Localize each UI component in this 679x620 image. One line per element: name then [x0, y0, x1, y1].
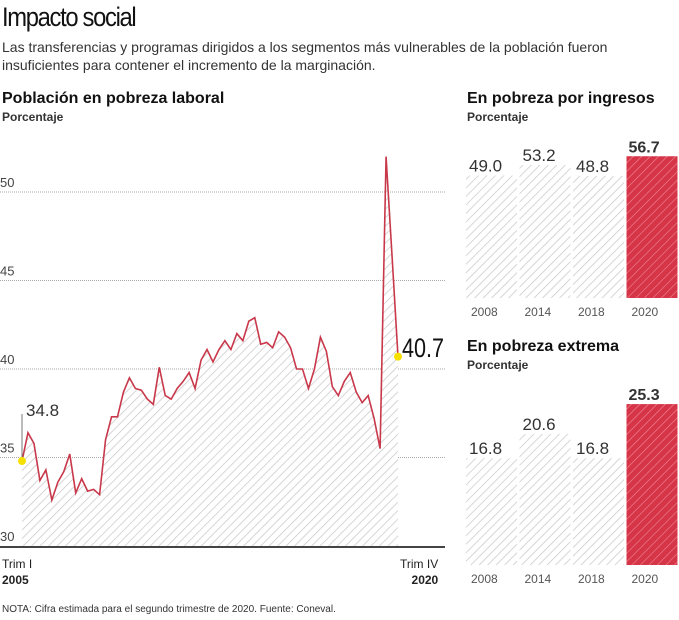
bar-2018: [573, 458, 624, 565]
line-area-fill: [22, 156, 398, 546]
bar-2014: [519, 433, 571, 565]
footnote: NOTA: Cifra estimada para el segundo tri…: [2, 604, 336, 615]
bar-chart-2-ylabel: Porcentaje: [467, 358, 529, 372]
bar-value-label: 49.0: [469, 157, 502, 176]
x-tick-label: 2020: [632, 572, 659, 586]
bar-value-label: 16.8: [469, 439, 502, 458]
x-tick-label: 2020: [632, 305, 659, 319]
x-tick-label: 2014: [525, 305, 552, 319]
series-line: [21, 156, 399, 504]
bar-2020: [626, 156, 678, 298]
y-tick-label: 50: [0, 175, 14, 190]
bar-chart-1-title: En pobreza por ingresos: [467, 90, 655, 107]
bar-chart-2-title: En pobreza extrema: [467, 338, 620, 355]
bar-value-label: 20.6: [523, 415, 556, 434]
bar-value-label: 16.8: [576, 439, 609, 458]
x-tick-label: 2018: [578, 305, 605, 319]
line-chart-ylabel: Porcentaje: [2, 110, 64, 124]
page-title: Impacto social: [2, 2, 137, 32]
bar-2008: [466, 458, 517, 565]
bar-value-label: 56.7: [629, 139, 660, 156]
bar-2018: [573, 176, 624, 298]
y-tick-label: 45: [0, 264, 14, 279]
x-start-label-2: 2005: [2, 573, 29, 587]
x-tick-label: 2018: [578, 572, 605, 586]
x-tick-label: 2008: [471, 305, 498, 319]
highlight-marker: [18, 457, 26, 466]
y-tick-label: 40: [0, 352, 14, 367]
bar-2020: [626, 404, 678, 565]
bar-value-label: 25.3: [629, 387, 660, 404]
x-tick-label: 2008: [471, 572, 498, 586]
bar-value-label: 53.2: [523, 146, 556, 165]
x-tick-label: 2014: [525, 572, 552, 586]
start-value-label: 34.8: [26, 401, 59, 420]
y-tick-label: 35: [0, 441, 14, 456]
bar-value-label: 48.8: [576, 157, 609, 176]
bar-2014: [519, 165, 571, 298]
subtitle: Las transferencias y programas dirigidos…: [2, 39, 608, 73]
highlight-marker: [394, 352, 402, 361]
bar-2008: [466, 175, 517, 298]
x-end-label-2: 2020: [411, 573, 439, 587]
end-value-label: 40.7: [402, 334, 444, 364]
x-end-label-1: Trim IV: [400, 557, 439, 571]
line-chart-title: Población en pobreza laboral: [2, 90, 225, 107]
x-start-label-1: Trim I: [2, 557, 33, 571]
bar-chart-1-ylabel: Porcentaje: [467, 110, 529, 124]
y-tick-label: 30: [0, 529, 14, 544]
